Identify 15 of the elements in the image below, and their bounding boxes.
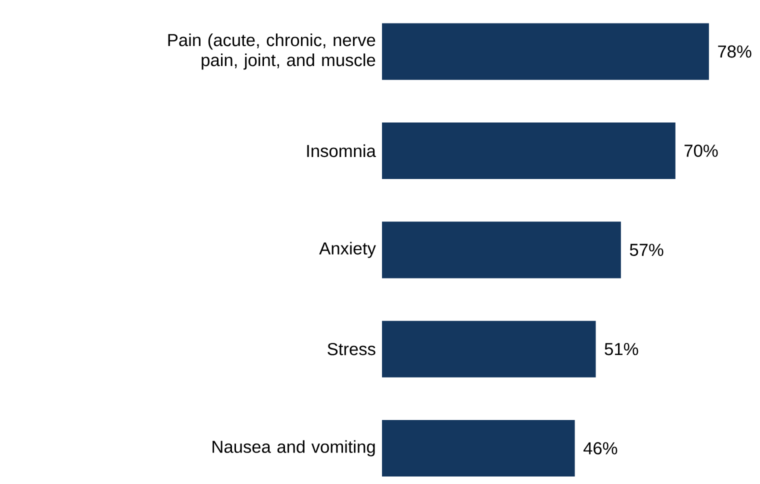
data-label: 51% bbox=[604, 343, 638, 356]
bar bbox=[382, 420, 575, 477]
y-tick-label: Pain (acute, chronic, nerve pain, joint, and muscle bbox=[168, 33, 376, 70]
bar bbox=[382, 320, 596, 378]
bar bbox=[382, 222, 621, 278]
data-label: 46% bbox=[583, 442, 618, 454]
data-label: 78% bbox=[718, 45, 752, 58]
data-label: 57% bbox=[630, 244, 664, 256]
bar bbox=[382, 23, 709, 80]
y-tick-label: Anxiety bbox=[319, 242, 376, 258]
y-tick-label: Insomnia bbox=[307, 144, 376, 158]
data-label: 70% bbox=[684, 144, 718, 157]
bar bbox=[382, 122, 676, 180]
y-tick-label: Stress bbox=[328, 342, 376, 356]
y-tick-label: Nausea and vomiting bbox=[212, 440, 375, 456]
